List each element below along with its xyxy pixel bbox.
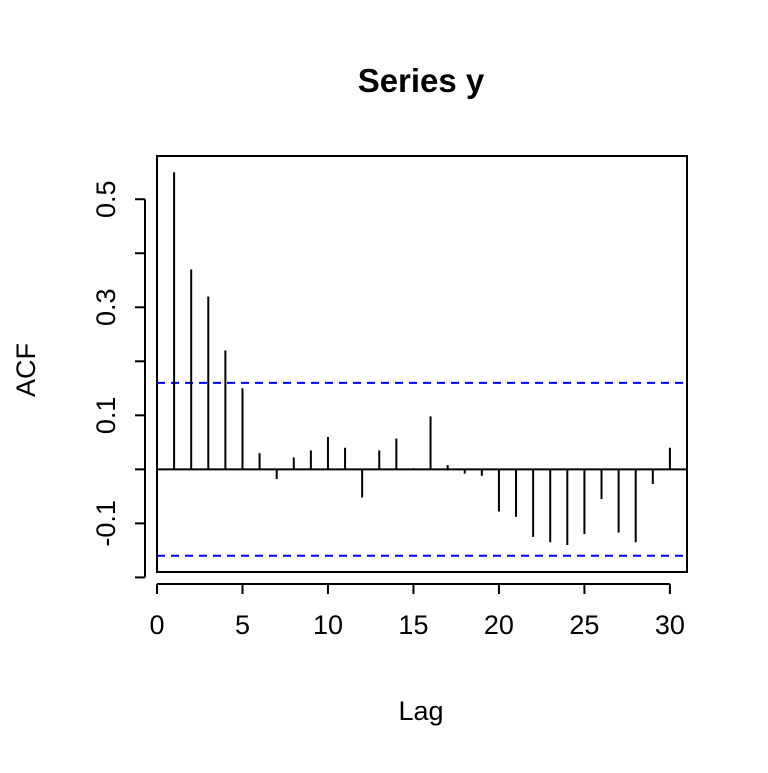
plot-frame (156, 155, 688, 573)
x-axis-label: Lag (398, 696, 443, 726)
x-tick-label-25: 25 (569, 610, 599, 640)
y-axis-label: ACF (11, 343, 41, 397)
x-tick-label-15: 15 (398, 610, 428, 640)
y-tick-label-0.5: 0.5 (91, 180, 121, 218)
x-tick-label-20: 20 (484, 610, 514, 640)
y-tick-label-0.3: 0.3 (91, 288, 121, 326)
chart-title: Series y (358, 62, 485, 99)
x-tick-label-10: 10 (313, 610, 343, 640)
x-tick-label-5: 5 (235, 610, 250, 640)
plot-area: 0 5 10 15 20 25 30 -0.1 0.1 0.3 0.5 (91, 155, 688, 640)
x-tick-label-0: 0 (149, 610, 164, 640)
y-tick-label--0.1: -0.1 (91, 500, 121, 547)
y-tick-label-0.1: 0.1 (91, 397, 121, 435)
x-tick-label-30: 30 (655, 610, 685, 640)
